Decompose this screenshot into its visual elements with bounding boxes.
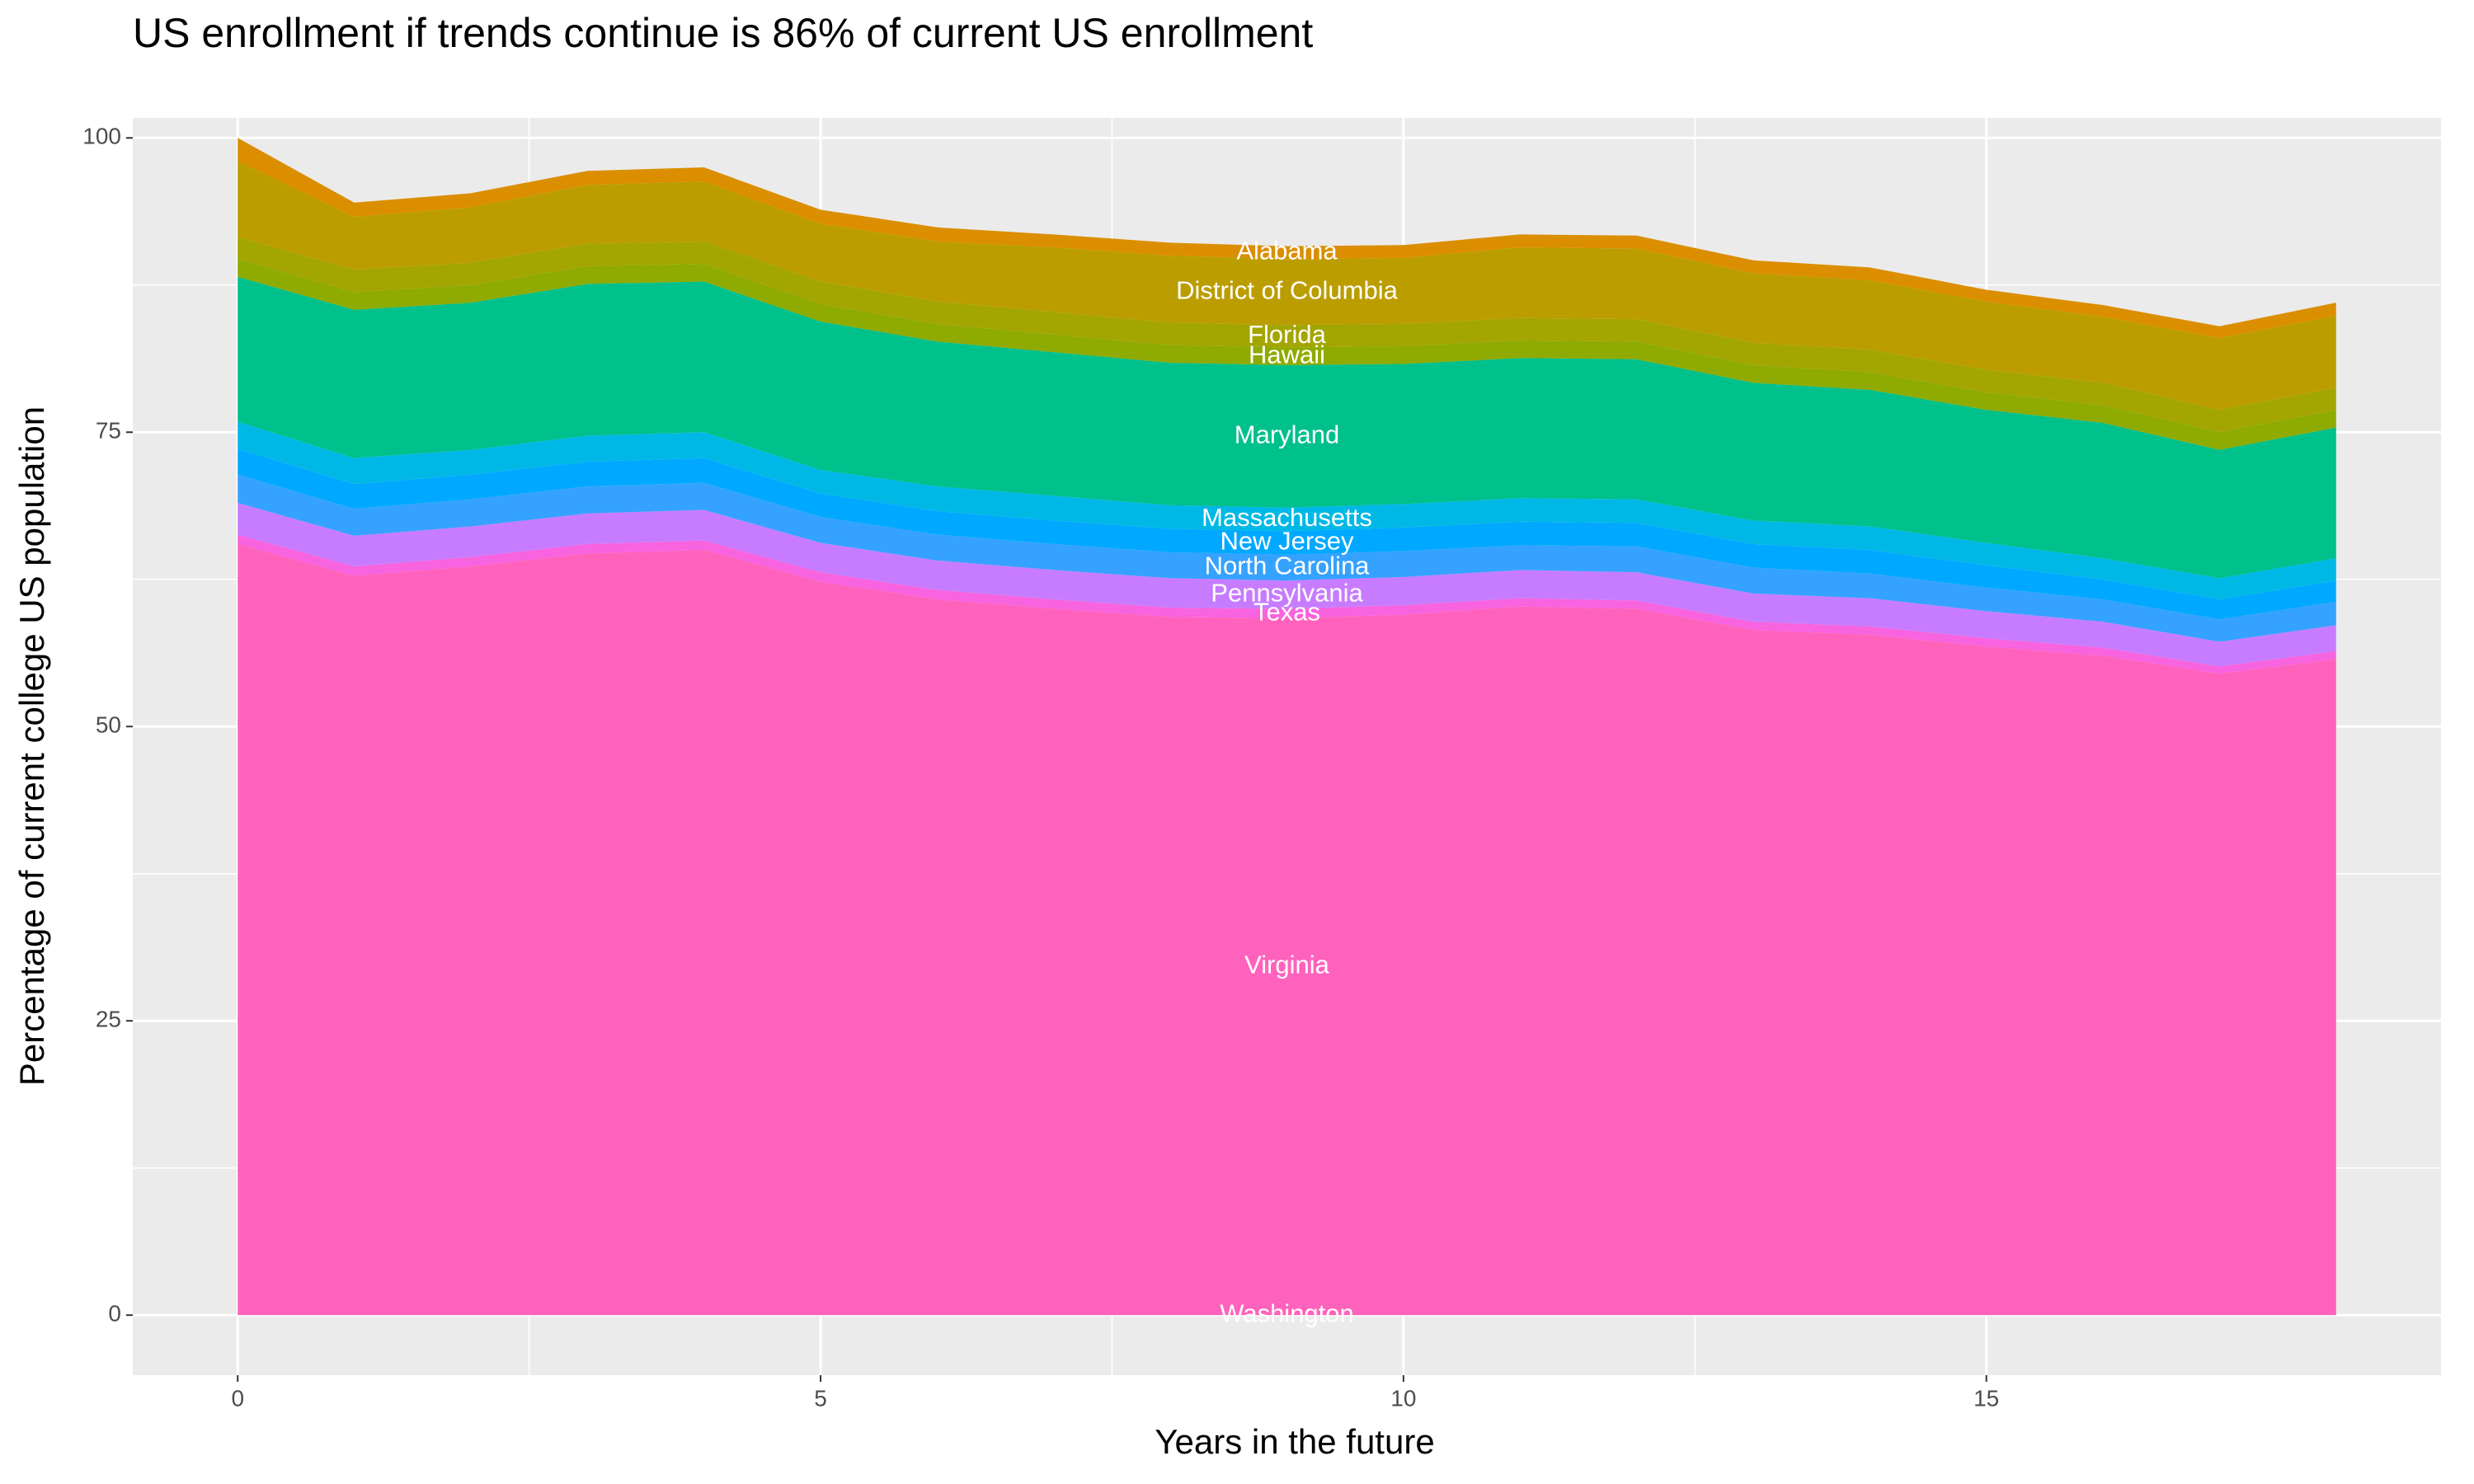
x-tick-label: 15 [1973,1385,1999,1411]
area [238,138,2336,339]
area-label: Alabama [1236,237,1338,265]
y-tick-label: 75 [96,418,121,444]
y-tick-label: 100 [82,124,121,149]
area [238,421,2336,600]
area-label: North Carolina [1205,552,1371,580]
area-label: Hawaii [1249,340,1325,369]
area-label: Maryland [1235,420,1340,448]
area-label: Massachusetts [1202,503,1372,532]
area [238,276,2336,579]
area [238,543,2336,1316]
x-axis-title: Years in the future [1155,1422,1434,1461]
x-tick-label: 5 [814,1385,827,1411]
area [238,237,2336,433]
y-axis-title: Percentage of current college US populat… [12,406,51,1086]
x-tick-label: 10 [1390,1385,1416,1411]
area-label: Virginia [1244,951,1330,979]
area-label: Washington [1220,1298,1354,1327]
x-tick-label: 0 [231,1385,244,1411]
area [238,448,2336,620]
area [238,259,2336,450]
y-tick-label: 0 [108,1301,121,1327]
y-tick-label: 50 [96,712,121,738]
y-tick-label: 25 [96,1007,121,1032]
area-label: Texas [1253,597,1320,626]
area-label: Pennsylvania [1211,578,1363,607]
chart-title: US enrollment if trends continue is 86% … [133,10,1313,56]
area-label: District of Columbia [1176,276,1398,305]
area-label: Florida [1248,320,1327,349]
area [238,161,2336,411]
area [238,502,2336,667]
area [238,474,2336,642]
area-label: New Jersey [1221,527,1354,556]
